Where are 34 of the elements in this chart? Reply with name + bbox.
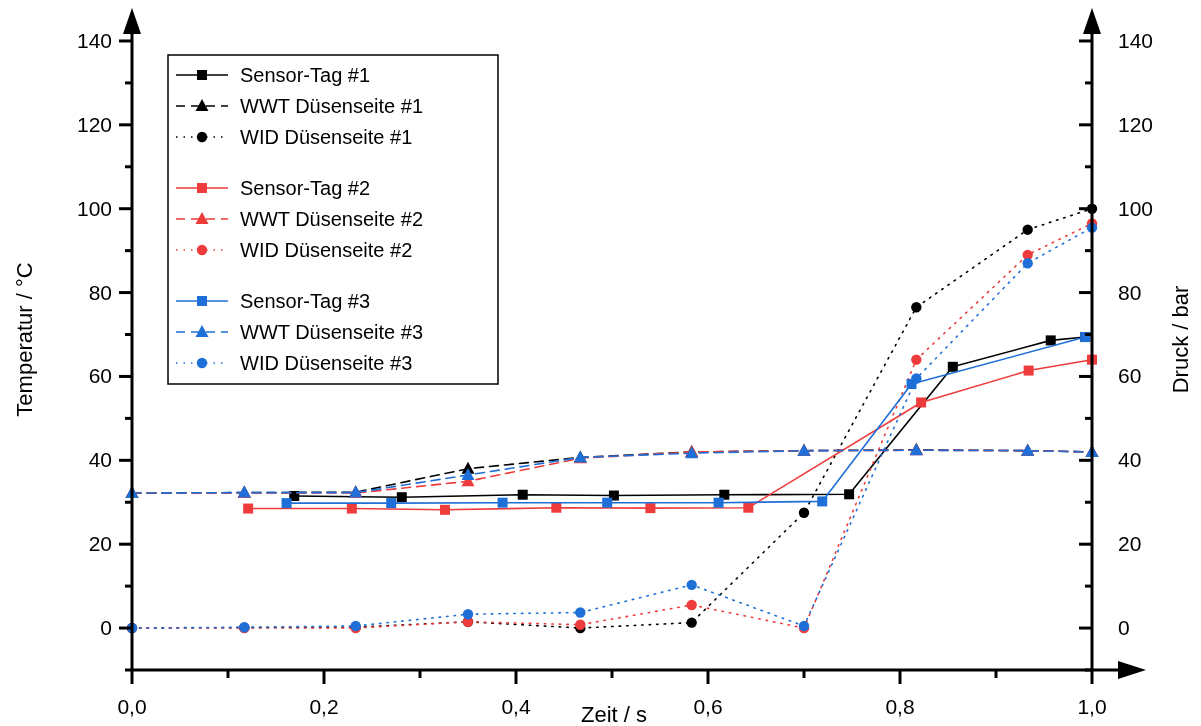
x-tick-label: 0,0 (117, 695, 147, 718)
y2-axis-title: Druck / bar (1168, 285, 1193, 394)
x-axis-title: Zeit / s (580, 702, 648, 726)
y2-tick-label: 0 (1118, 616, 1130, 640)
y-tick-label: 120 (76, 112, 112, 136)
x-tick-label: 0,6 (693, 695, 723, 718)
y-tick-label: 60 (88, 364, 112, 388)
y2-tick-label: 80 (1118, 280, 1142, 304)
x-tick-label: 1,0 (1077, 695, 1107, 718)
legend-label: Sensor-Tag #3 (240, 290, 371, 312)
y-tick-label: 80 (88, 280, 112, 304)
x-tick-label: 0,8 (885, 695, 915, 718)
legend-label: WID Düsenseite #3 (240, 352, 413, 374)
y2-tick-label: 140 (1118, 28, 1154, 52)
x-tick-label: 0,2 (309, 695, 339, 718)
legend-label: WID Düsenseite #1 (240, 126, 413, 148)
y2-tick-label: 60 (1118, 364, 1142, 388)
legend-label: WWT Düsenseite #3 (240, 321, 424, 343)
y-tick-label: 100 (76, 196, 112, 220)
legend-label: Sensor-Tag #2 (240, 177, 371, 199)
y-tick-label: 0 (100, 616, 112, 640)
y2-tick-label: 120 (1118, 112, 1154, 136)
y-tick-label: 40 (88, 448, 112, 472)
y2-tick-label: 100 (1118, 196, 1154, 220)
y-tick-label: 20 (88, 532, 112, 556)
legend-label: Sensor-Tag #1 (240, 64, 371, 86)
y-axis-title: Temperatur / °C (12, 262, 37, 417)
x-tick-label: 0,4 (501, 695, 531, 718)
legend-label: WWT Düsenseite #1 (240, 95, 424, 117)
y-tick-label: 140 (76, 28, 112, 52)
y2-tick-label: 20 (1118, 532, 1142, 556)
legend-label: WID Düsenseite #2 (240, 239, 413, 261)
legend-label: WWT Düsenseite #2 (240, 208, 424, 230)
y2-tick-label: 40 (1118, 448, 1142, 472)
